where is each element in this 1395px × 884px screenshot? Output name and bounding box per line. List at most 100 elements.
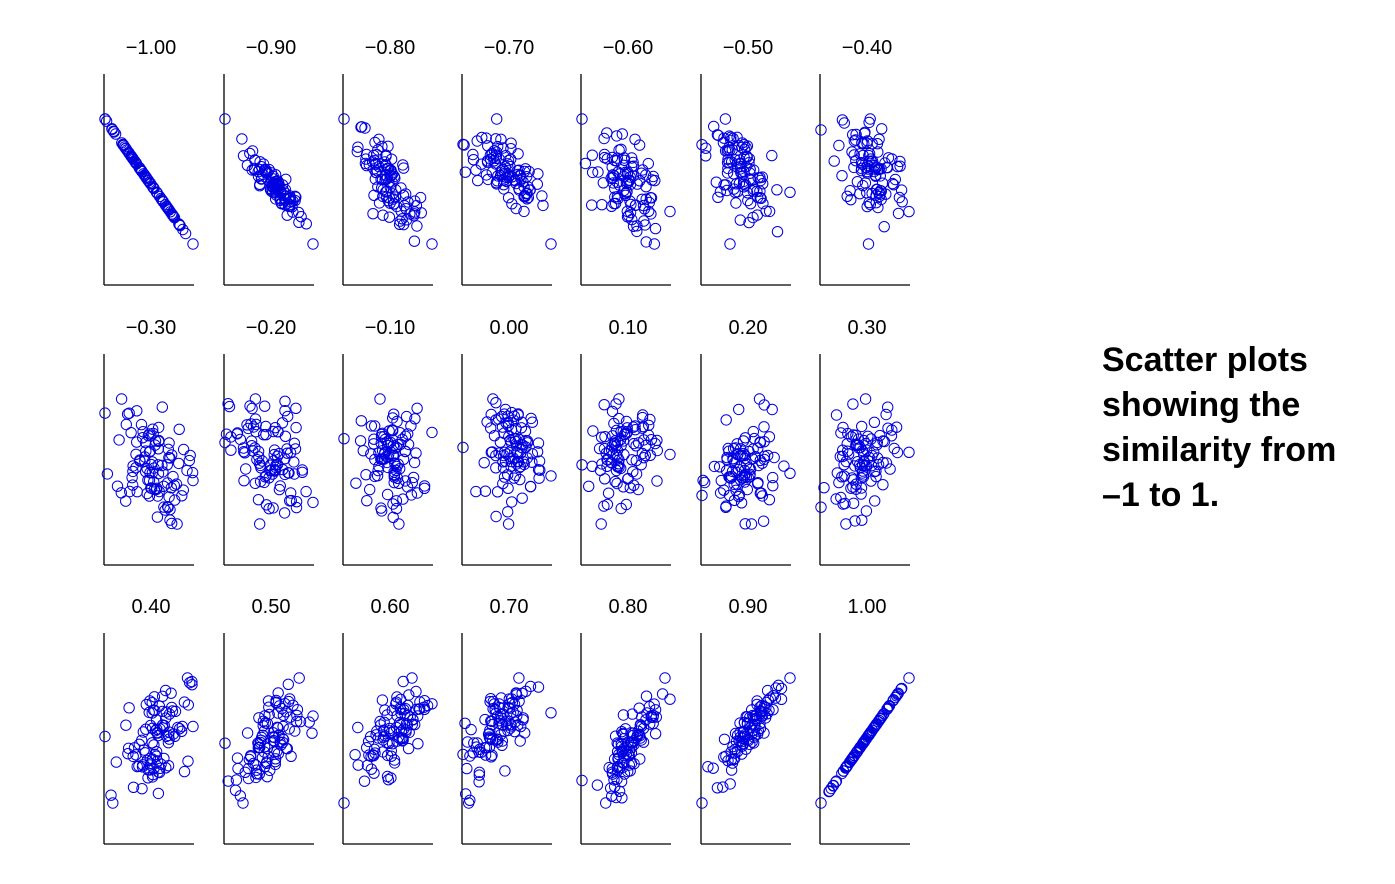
data-point: [757, 178, 769, 190]
data-point: [457, 441, 469, 454]
data-point: [751, 695, 763, 707]
data-point: [260, 499, 273, 511]
scatter-panel: 0.20: [696, 317, 796, 566]
data-point: [858, 434, 870, 447]
data-point: [618, 768, 631, 780]
data-point: [266, 468, 279, 480]
data-point: [733, 403, 745, 416]
data-point: [734, 717, 746, 729]
data-point: [718, 179, 730, 191]
data-point: [303, 716, 315, 728]
data-point: [152, 787, 165, 800]
data-point: [382, 774, 395, 786]
data-point: [613, 179, 626, 191]
data-point: [764, 692, 776, 704]
data-point: [651, 475, 663, 487]
data-point: [358, 775, 371, 787]
data-point: [254, 180, 266, 192]
data-point: [721, 453, 733, 466]
data-point: [877, 479, 889, 491]
data-point: [250, 759, 262, 771]
data-point: [151, 511, 164, 523]
data-point: [576, 774, 588, 787]
data-point: [261, 742, 273, 755]
data-point: [637, 164, 649, 176]
data-point: [240, 463, 252, 475]
data-point: [397, 189, 410, 202]
data-point: [300, 485, 312, 498]
data-point: [664, 205, 676, 218]
data-point: [875, 711, 888, 723]
data-point: [173, 423, 185, 435]
data-point: [618, 159, 630, 172]
data-point: [365, 763, 378, 775]
data-point: [293, 216, 305, 229]
data-point: [187, 720, 199, 733]
data-point: [139, 451, 151, 463]
data-point: [638, 452, 650, 464]
data-point: [862, 238, 875, 250]
data-point: [850, 478, 862, 490]
data-point: [836, 170, 848, 182]
data-point: [402, 428, 414, 440]
data-point: [219, 113, 231, 125]
data-point: [390, 502, 403, 515]
data-point: [741, 140, 754, 152]
data-point: [250, 426, 262, 438]
data-point: [377, 746, 389, 758]
data-point: [726, 465, 739, 478]
data-point: [871, 452, 884, 464]
data-point: [739, 518, 751, 530]
data-point: [473, 769, 485, 781]
data-point: [506, 406, 518, 419]
data-point: [402, 742, 415, 755]
data-point: [140, 466, 152, 478]
data-point: [137, 726, 150, 738]
data-point: [403, 726, 415, 739]
data-point: [379, 433, 391, 445]
data-point: [718, 132, 730, 144]
data-point: [625, 757, 638, 769]
data-point: [754, 487, 766, 499]
data-point: [272, 687, 284, 699]
data-point: [140, 723, 152, 735]
data-point: [624, 482, 636, 494]
data-point: [338, 113, 350, 125]
panel-title: −0.90: [246, 37, 297, 59]
data-point: [164, 452, 176, 464]
data-point: [119, 141, 131, 153]
data-point: [269, 758, 281, 771]
data-point: [389, 442, 401, 454]
data-point: [743, 216, 755, 229]
data-point: [252, 494, 265, 506]
data-point: [370, 729, 382, 741]
data-point: [857, 149, 869, 162]
data-point: [407, 471, 420, 484]
data-point: [129, 156, 141, 168]
data-point: [338, 797, 350, 809]
data-point: [271, 721, 283, 733]
data-point: [411, 220, 423, 232]
data-point: [118, 139, 130, 152]
data-point: [828, 155, 840, 167]
data-point: [830, 409, 843, 421]
data-point: [870, 718, 882, 731]
data-point: [617, 709, 630, 721]
data-point: [621, 422, 633, 434]
data-point: [110, 756, 123, 768]
data-point: [713, 461, 726, 473]
data-point: [142, 772, 154, 784]
data-point: [475, 158, 487, 170]
data-point: [545, 707, 557, 719]
data-point: [459, 166, 471, 178]
data-point: [279, 405, 291, 417]
data-point: [108, 126, 120, 138]
data-point: [718, 484, 730, 496]
data-point: [608, 437, 621, 449]
data-point: [163, 437, 175, 449]
data-point: [115, 393, 128, 405]
data-point: [338, 433, 350, 445]
data-point: [621, 205, 633, 218]
data-point: [727, 132, 739, 145]
data-point: [184, 449, 196, 462]
